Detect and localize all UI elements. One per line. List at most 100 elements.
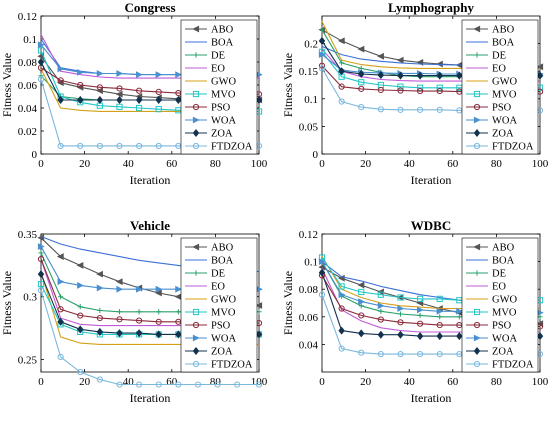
legend-marker-woa xyxy=(473,116,481,124)
data-point-mvo xyxy=(397,83,404,90)
legend-label: FTDZOA xyxy=(211,142,253,153)
data-point-pso xyxy=(136,87,143,94)
legend-marker-de xyxy=(193,52,199,58)
legend-marker-mvo xyxy=(192,308,200,316)
data-point-zoa xyxy=(377,71,385,80)
data-point-de xyxy=(339,60,345,66)
data-point-mvo xyxy=(417,295,424,302)
data-point-pso xyxy=(77,81,84,89)
data-point-zoa xyxy=(37,270,45,279)
data-point-ftdzoa xyxy=(397,350,404,358)
legend-marker-de xyxy=(193,270,199,276)
data-point-ftdzoa xyxy=(417,106,424,113)
x-tick-label: 60 xyxy=(447,376,459,388)
data-point-ftdzoa xyxy=(255,381,263,388)
legend-label: MVO xyxy=(211,308,236,319)
y-tick-label: 0.06 xyxy=(299,312,319,324)
data-point-ftdzoa xyxy=(194,381,202,388)
data-point-de xyxy=(358,303,364,309)
legend-label: PSO xyxy=(492,103,512,114)
data-point-woa xyxy=(318,258,326,266)
data-point-ftdzoa xyxy=(377,350,384,358)
data-point-pso xyxy=(77,312,84,319)
data-point-mvo xyxy=(358,79,365,86)
data-point-de xyxy=(156,309,162,315)
y-tick-label: 0.12 xyxy=(18,11,37,23)
data-point-zoa xyxy=(175,95,182,104)
data-point-zoa xyxy=(456,332,463,341)
legend-marker-abo xyxy=(473,243,481,251)
data-point-ftdzoa xyxy=(57,353,64,361)
data-point-zoa xyxy=(155,330,162,339)
legend-label: ABO xyxy=(211,25,234,36)
data-point-woa xyxy=(175,285,183,293)
chart-title: Lymphography xyxy=(388,0,474,15)
data-point-ftdzoa xyxy=(338,98,345,105)
legend-marker-pso xyxy=(473,321,481,329)
data-point-ftdzoa xyxy=(77,368,84,376)
x-tick-label: 40 xyxy=(404,376,416,388)
data-point-pso xyxy=(417,320,424,327)
data-point-ftdzoa xyxy=(37,76,45,83)
data-point-woa xyxy=(397,305,405,312)
data-point-de xyxy=(38,73,44,79)
y-tick-label: 0.08 xyxy=(18,57,38,69)
data-point-ftdzoa xyxy=(436,350,443,358)
data-point-woa xyxy=(155,285,163,293)
data-point-pso xyxy=(96,314,103,322)
legend-label: PSO xyxy=(492,321,512,332)
data-point-pso xyxy=(116,316,123,323)
data-point-zoa xyxy=(338,67,345,76)
y-axis-label: Fitness Value xyxy=(281,271,295,335)
legend-label: MVO xyxy=(211,90,236,101)
data-point-woa xyxy=(417,306,424,314)
y-tick-label: 0.3 xyxy=(23,292,37,304)
y-tick-label: 0.05 xyxy=(299,121,319,133)
data-point-zoa xyxy=(357,329,365,338)
data-point-pso xyxy=(338,305,345,312)
data-point-de xyxy=(378,308,384,314)
x-tick-label: 40 xyxy=(123,158,135,170)
data-point-pso xyxy=(37,255,45,263)
legend-label: ABO xyxy=(492,243,515,254)
x-axis-label: Iteration xyxy=(411,391,452,405)
data-point-pso xyxy=(377,316,384,323)
data-point-ftdzoa xyxy=(234,381,241,388)
data-point-mvo xyxy=(37,281,45,288)
x-tick-label: 20 xyxy=(79,376,91,388)
legend-label: GWO xyxy=(492,77,517,88)
data-point-pso xyxy=(57,306,64,313)
data-point-zoa xyxy=(96,95,104,104)
data-point-mvo xyxy=(397,294,404,301)
legend-marker-zoa xyxy=(473,347,481,355)
data-point-woa xyxy=(77,68,84,76)
y-tick-label: 0.04 xyxy=(18,103,38,115)
y-tick-label: 0.25 xyxy=(18,354,38,366)
legend-label: DE xyxy=(211,269,225,280)
data-point-pso xyxy=(155,88,162,96)
data-point-de xyxy=(116,309,123,315)
legend-marker-abo xyxy=(473,25,481,33)
y-tick-label: 0.15 xyxy=(299,66,319,78)
data-point-de xyxy=(136,309,142,315)
legend-marker-mvo xyxy=(473,90,481,98)
legend-label: ABO xyxy=(492,25,515,36)
legend-marker-pso xyxy=(192,321,200,329)
data-point-ftdzoa xyxy=(37,287,45,294)
legend-marker-woa xyxy=(192,116,200,124)
data-point-ftdzoa xyxy=(57,142,64,150)
legend-marker-ftdzoa xyxy=(192,360,200,368)
data-point-woa xyxy=(116,70,124,77)
legend-label: EO xyxy=(492,282,506,293)
data-point-de xyxy=(397,311,404,317)
x-tick-label: 60 xyxy=(166,376,178,388)
data-point-ftdzoa xyxy=(358,103,365,111)
y-tick-label: 0 xyxy=(32,149,38,161)
legend-label: ZOA xyxy=(211,347,233,358)
legend-label: BOA xyxy=(492,256,515,267)
data-point-woa xyxy=(37,41,45,49)
data-point-de xyxy=(437,314,443,320)
legend-marker-pso xyxy=(473,103,481,111)
data-point-mvo xyxy=(155,106,162,113)
